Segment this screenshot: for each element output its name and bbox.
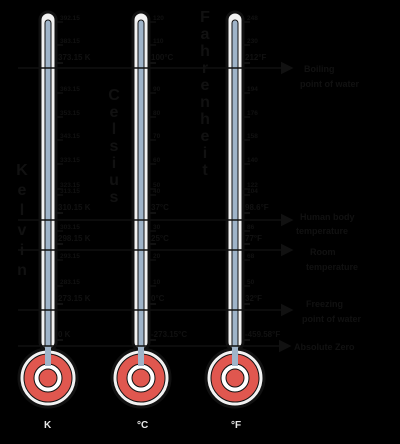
kelvin-tick-label: 323.15: [60, 182, 80, 189]
absolute-annotation: Absolute Zero: [294, 342, 355, 352]
room-annotation: Room temperature: [306, 247, 358, 272]
celsius-tick-label: 0°C: [151, 294, 165, 303]
celsius-tick-label: 110: [153, 38, 164, 45]
celsius-tick-label: 10: [153, 279, 161, 286]
fahrenheit-tick-label: 212°F: [245, 53, 267, 62]
celsius-tick-label: 90: [153, 86, 161, 93]
kelvin-tick-label: 363.15: [60, 86, 80, 93]
celsius-capillary-neck: [138, 346, 144, 366]
absolute-annotation-text: Absolute Zero: [294, 342, 355, 352]
celsius-tick-label: 100°C: [151, 53, 174, 62]
celsius-tick-label: 70: [153, 133, 161, 140]
celsius-tick-label: 20: [153, 253, 161, 260]
kelvin-tick-label: 343.15: [60, 133, 80, 140]
celsius-bulb-core: [131, 368, 151, 388]
kelvin-bulb-core: [38, 368, 58, 388]
kelvin-tick-label: 353.15: [60, 110, 80, 117]
fahrenheit-capillary-neck: [232, 346, 238, 366]
kelvin-unit-label: K: [44, 420, 52, 431]
fahrenheit-tick-label: 122: [247, 182, 258, 189]
kelvin-tick-label: 283.15: [60, 279, 80, 286]
body-annotation-text: Human body: [300, 212, 355, 222]
fahrenheit-tick-label: 86: [247, 224, 255, 231]
fahrenheit-tick-label: 248: [247, 15, 258, 22]
kelvin-tick-label: 303.15: [60, 224, 80, 231]
body-annotation-text: temperature: [296, 226, 348, 236]
kelvin-capillary-neck: [45, 346, 51, 366]
fahrenheit-tick-label: 176: [247, 110, 258, 117]
celsius-tick-label: 30: [153, 224, 161, 231]
celsius-capillary: [137, 19, 145, 369]
fahrenheit-tick-label: 32°F: [245, 294, 262, 303]
fahrenheit-tick-label: 68: [247, 253, 255, 260]
fahrenheit-tick-label: 158: [247, 133, 258, 140]
kelvin-tick-label: 293.15: [60, 253, 80, 260]
fahrenheit-tick-label: 104: [247, 188, 258, 195]
kelvin-tick-label: 383.15: [60, 38, 80, 45]
fahrenheit-tick-label: 77°F: [245, 234, 262, 243]
room-annotation-text: Room: [310, 247, 336, 257]
body-annotation: Human body temperature: [296, 212, 355, 236]
fahrenheit-tick-label: 194: [247, 86, 258, 93]
kelvin-tick-label: 373.15 K: [58, 53, 91, 62]
freezing-annotation-text: Freezing: [306, 299, 343, 309]
fahrenheit-capillary: [231, 19, 239, 369]
fahrenheit-tick-label: 140: [247, 157, 258, 164]
fahrenheit-unit-label: °F: [231, 420, 241, 431]
fahrenheit-tick-label: 50: [247, 279, 255, 286]
celsius-tick-label: -273.15°C: [151, 330, 187, 339]
kelvin-tick-label: 298.15 K: [58, 234, 91, 243]
celsius-thermometer: [110, 10, 172, 409]
kelvin-thermometer: [17, 10, 79, 409]
kelvin-tick-label: 313.15: [60, 188, 80, 195]
kelvin-capillary: [44, 19, 52, 369]
kelvin-tick-label: 310.15 K: [58, 203, 91, 212]
kelvin-tick-label: 333.15: [60, 157, 80, 164]
celsius-tick-label: 80: [153, 110, 161, 117]
celsius-tick-label: 40: [153, 188, 161, 195]
fahrenheit-tick-label: 230: [247, 38, 258, 45]
kelvin-tick-label: 392.15: [60, 15, 80, 22]
celsius-tick-label: 50: [153, 182, 161, 189]
fahrenheit-bulb-core: [225, 368, 245, 388]
room-annotation-text: temperature: [306, 262, 358, 272]
fahrenheit-tick-label: -459.58°F: [245, 330, 280, 339]
celsius-tick-label: 60: [153, 157, 161, 164]
boiling-annotation: Boiling point of water: [300, 64, 359, 89]
boiling-annotation-text: point of water: [300, 79, 359, 89]
boiling-annotation-text: Boiling: [304, 64, 335, 74]
freezing-annotation-text: point of water: [302, 314, 361, 324]
celsius-tick-label: 25°C: [151, 234, 169, 243]
kelvin-tick-label: 273.15 K: [58, 294, 91, 303]
fahrenheit-thermometer: [204, 10, 266, 409]
celsius-tick-label: 37°C: [151, 203, 169, 212]
kelvin-scale: 392.15 383.15 373.15 K 363.15 353.15 343.15 33…: [55, 15, 91, 341]
kelvin-tick-label: 0 K: [58, 330, 71, 339]
celsius-unit-label: °C: [137, 420, 148, 431]
celsius-scale: 120110100°C90807060504037°C3025°C20100°C…: [148, 15, 187, 341]
celsius-tick-label: 120: [153, 15, 164, 22]
freezing-annotation: Freezing point of water: [302, 299, 361, 324]
fahrenheit-tick-label: 98.6°F: [245, 203, 269, 212]
